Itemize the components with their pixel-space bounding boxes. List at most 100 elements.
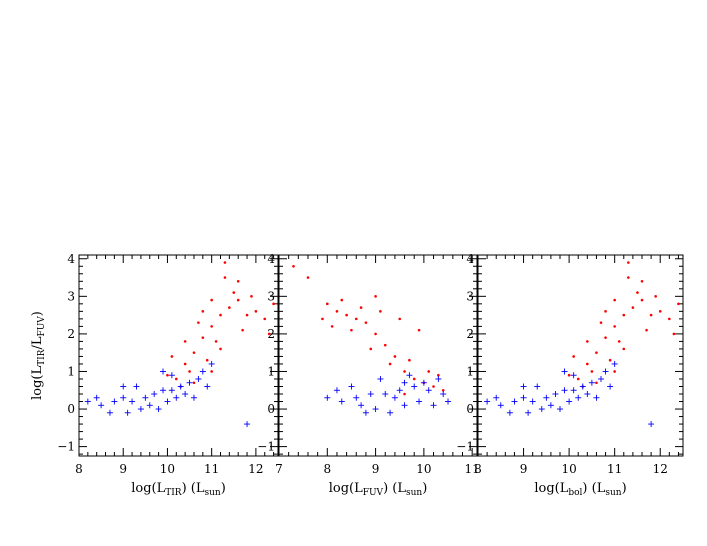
data-point-red — [192, 381, 196, 385]
y-tick-label: 1 — [466, 364, 474, 378]
data-point-blue — [129, 398, 136, 405]
y-tick-label: 4 — [267, 252, 275, 266]
data-point-blue — [177, 383, 184, 390]
x-axis-label-sub2: sun — [605, 488, 621, 498]
x-axis-label: log(Lbol) (Lsun) — [534, 481, 626, 498]
y-tick-label: 1 — [267, 364, 275, 378]
data-point-blue — [137, 406, 144, 413]
data-point-red — [613, 325, 616, 328]
data-point-red — [590, 370, 594, 373]
data-point-blue — [372, 406, 379, 413]
data-point-red — [595, 351, 598, 354]
data-point-blue — [367, 391, 374, 398]
y-tick-label: −1 — [456, 440, 474, 454]
data-point-blue — [391, 394, 398, 401]
y-axis-label: log(LTIR/LFUV) — [30, 311, 47, 400]
data-point-blue — [543, 394, 550, 401]
x-tick-label: 12 — [248, 462, 263, 476]
data-point-red — [586, 340, 589, 343]
data-point-red — [645, 328, 648, 332]
data-point-blue — [534, 383, 541, 390]
data-point-blue — [440, 391, 447, 398]
data-point-blue — [111, 398, 118, 405]
data-point-red — [174, 377, 178, 381]
x-axis-label-base: log(L — [534, 481, 568, 496]
x-tick-label: 8 — [474, 462, 482, 476]
data-point-red — [170, 355, 174, 358]
data-point-blue — [195, 375, 202, 382]
data-point-red — [183, 340, 187, 343]
data-point-red — [636, 291, 639, 294]
data-point-red — [364, 321, 368, 324]
data-point-red — [214, 340, 218, 343]
data-point-blue — [396, 387, 403, 394]
x-tick-label: 11 — [465, 462, 480, 476]
data-point-red — [183, 362, 187, 366]
data-point-blue — [387, 409, 394, 416]
data-point-blue — [186, 379, 193, 386]
data-point-blue — [584, 391, 591, 398]
data-point-red — [398, 317, 402, 321]
x-axis-label-sub2: sun — [204, 488, 220, 498]
data-point-blue — [420, 379, 427, 386]
data-point-red — [595, 381, 598, 385]
data-point-blue — [607, 383, 614, 390]
data-point-blue — [416, 398, 423, 405]
y-tick-label: 2 — [466, 327, 474, 341]
data-point-blue — [377, 375, 384, 382]
x-axis-label-sub2: sun — [406, 488, 422, 498]
data-point-blue — [190, 394, 197, 401]
data-point-red — [417, 328, 421, 332]
data-point-blue — [406, 372, 413, 379]
data-point-blue — [168, 387, 175, 394]
data-point-blue — [160, 368, 167, 375]
data-point-red — [668, 317, 671, 321]
data-point-blue — [84, 398, 91, 405]
data-point-blue — [575, 394, 582, 401]
data-point-blue — [525, 409, 532, 416]
data-point-red — [210, 370, 213, 373]
x-tick-label: 10 — [416, 462, 431, 476]
data-point-blue — [493, 394, 500, 401]
data-point-red — [241, 328, 244, 332]
data-point-red — [330, 325, 334, 328]
data-point-blue — [93, 394, 100, 401]
data-point-red — [640, 298, 644, 302]
data-point-blue — [506, 409, 513, 416]
data-point-red — [354, 317, 358, 321]
data-point-red — [254, 310, 258, 313]
x-tick-label: 9 — [119, 462, 127, 476]
data-point-blue — [155, 406, 162, 413]
x-tick-label: 11 — [204, 462, 219, 476]
data-point-red — [267, 332, 271, 336]
plot-frame — [477, 254, 684, 457]
data-point-blue — [570, 372, 577, 379]
series-plus — [324, 372, 452, 416]
plot-frame — [78, 254, 279, 457]
data-point-red — [437, 373, 440, 377]
data-point-red — [210, 298, 213, 302]
data-point-blue — [529, 398, 536, 405]
y-tick-label: 1 — [67, 364, 75, 378]
data-point-blue — [557, 406, 563, 413]
x-tick-label: 9 — [520, 462, 528, 476]
y-tick-label: 0 — [67, 402, 75, 416]
data-point-red — [201, 310, 205, 313]
y-tick-label: 2 — [267, 327, 275, 341]
x-tick-label: 9 — [372, 462, 380, 476]
data-point-blue — [353, 394, 360, 401]
data-point-red — [192, 351, 196, 354]
data-point-blue — [333, 387, 340, 394]
data-point-red — [654, 295, 657, 298]
y-axis-label-sub: TIR — [37, 349, 47, 366]
x-axis-label-mid: ) (L — [582, 481, 605, 496]
data-point-red — [649, 313, 653, 317]
data-point-blue — [552, 391, 559, 398]
data-point-red — [335, 310, 339, 313]
data-point-red — [617, 340, 621, 343]
data-point-red — [374, 332, 377, 336]
data-point-red — [383, 343, 387, 347]
data-point-blue — [520, 394, 527, 401]
data-point-red — [640, 279, 644, 283]
